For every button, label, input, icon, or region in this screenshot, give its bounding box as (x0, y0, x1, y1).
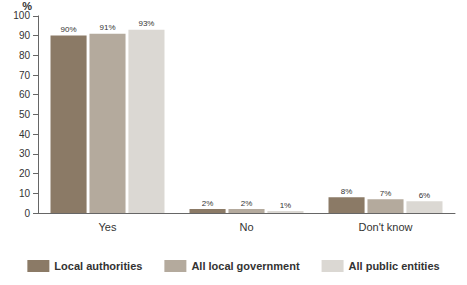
svg-text:1%: 1% (280, 201, 292, 210)
svg-text:100: 100 (13, 10, 30, 21)
svg-text:40: 40 (19, 129, 31, 140)
svg-text:2%: 2% (202, 199, 214, 208)
svg-text:20: 20 (19, 168, 31, 179)
svg-text:90: 90 (19, 30, 31, 41)
svg-text:7%: 7% (380, 189, 392, 198)
svg-text:30: 30 (19, 148, 31, 159)
svg-text:All local government: All local government (191, 260, 300, 272)
svg-text:All public entities: All public entities (349, 260, 440, 272)
svg-text:93%: 93% (138, 19, 154, 28)
svg-text:0: 0 (24, 208, 30, 219)
svg-text:8%: 8% (341, 187, 353, 196)
svg-text:6%: 6% (419, 191, 431, 200)
svg-text:Yes: Yes (99, 221, 117, 233)
svg-text:90%: 90% (61, 25, 77, 34)
svg-text:Local authorities: Local authorities (54, 260, 142, 272)
svg-text:60: 60 (19, 89, 31, 100)
svg-text:80: 80 (19, 50, 31, 61)
svg-text:50: 50 (19, 109, 31, 120)
svg-text:91%: 91% (99, 23, 115, 32)
svg-text:Don't know: Don't know (358, 221, 412, 233)
svg-text:70: 70 (19, 70, 31, 81)
svg-text:2%: 2% (241, 199, 253, 208)
svg-text:No: No (239, 221, 253, 233)
svg-text:10: 10 (19, 188, 31, 199)
